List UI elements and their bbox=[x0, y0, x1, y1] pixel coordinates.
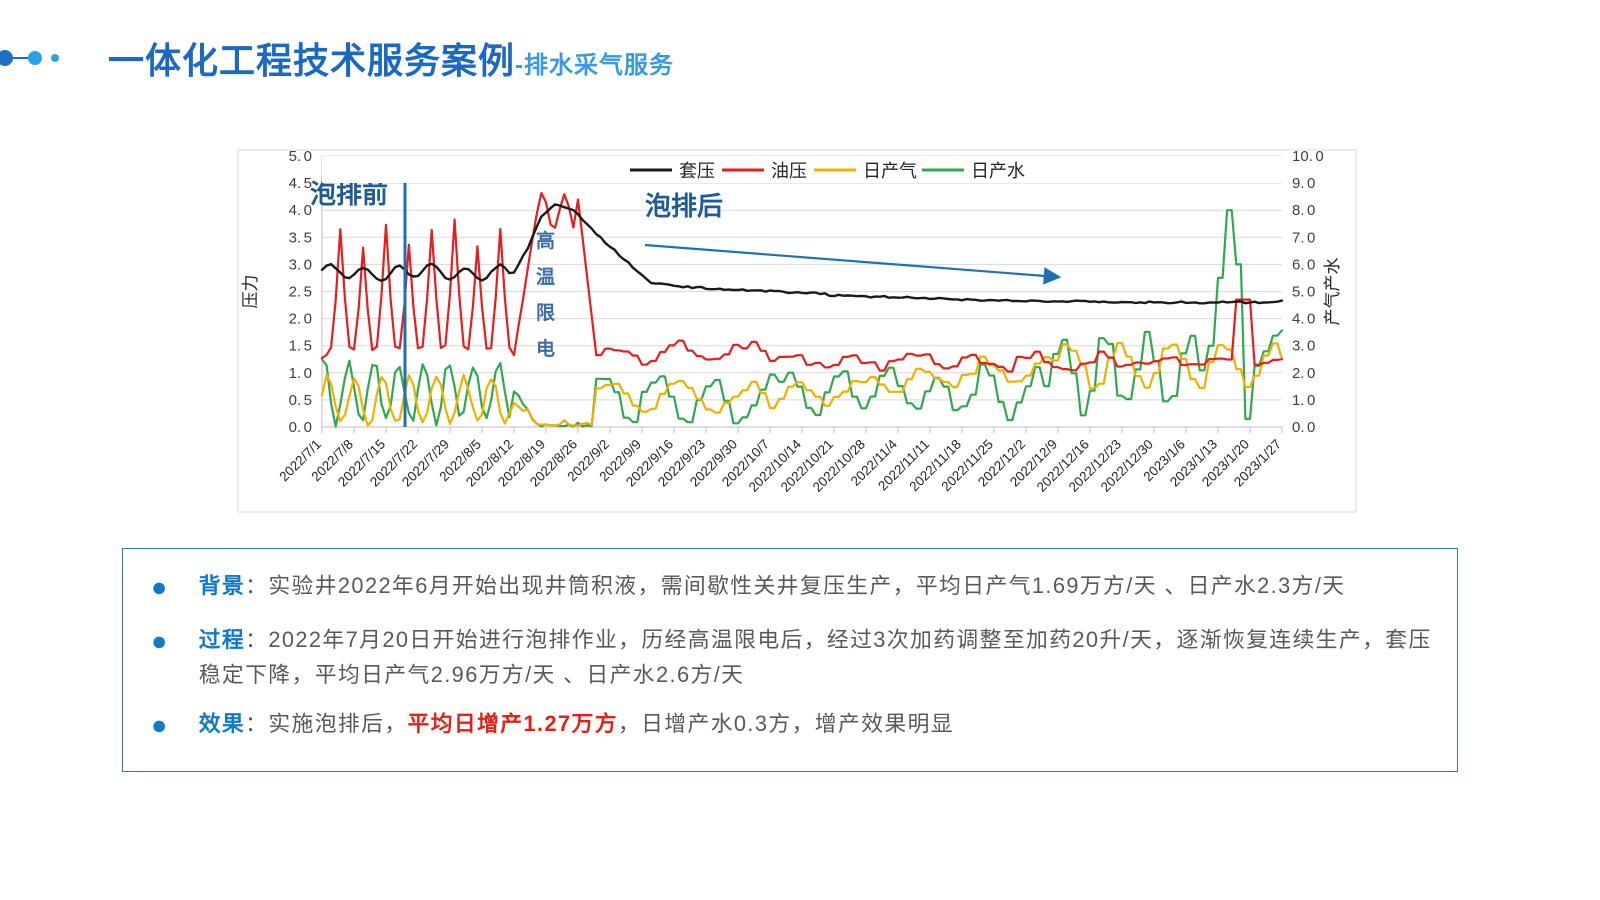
svg-text:2. 0: 2. 0 bbox=[1292, 365, 1315, 382]
svg-text:日产气: 日产气 bbox=[863, 161, 917, 181]
svg-text:压力: 压力 bbox=[241, 275, 260, 309]
svg-text:3. 5: 3. 5 bbox=[289, 229, 312, 246]
svg-text:0. 0: 0. 0 bbox=[289, 419, 312, 436]
svg-text:8. 0: 8. 0 bbox=[1292, 202, 1315, 219]
svg-text:1. 5: 1. 5 bbox=[289, 338, 312, 355]
svg-text:泡排前: 泡排前 bbox=[310, 179, 388, 209]
svg-text:泡排后: 泡排后 bbox=[645, 191, 723, 221]
svg-text:10. 0: 10. 0 bbox=[1292, 148, 1324, 165]
svg-text:2. 0: 2. 0 bbox=[289, 311, 312, 328]
svg-text:6. 0: 6. 0 bbox=[1292, 256, 1315, 273]
svg-text:日产水: 日产水 bbox=[971, 161, 1025, 181]
svg-text:7. 0: 7. 0 bbox=[1292, 229, 1315, 246]
svg-text:1. 0: 1. 0 bbox=[1292, 392, 1315, 409]
svg-text:4. 0: 4. 0 bbox=[289, 202, 312, 219]
svg-text:2. 5: 2. 5 bbox=[289, 284, 312, 301]
svg-text:3. 0: 3. 0 bbox=[1292, 338, 1315, 355]
svg-text:高: 高 bbox=[536, 229, 555, 252]
svg-text:1. 0: 1. 0 bbox=[289, 365, 312, 382]
svg-text:0. 5: 0. 5 bbox=[289, 392, 312, 409]
svg-text:油压: 油压 bbox=[771, 161, 807, 181]
svg-text:3. 0: 3. 0 bbox=[289, 256, 312, 273]
svg-text:4. 0: 4. 0 bbox=[1292, 311, 1315, 328]
svg-text:限: 限 bbox=[536, 302, 555, 324]
svg-text:9. 0: 9. 0 bbox=[1292, 175, 1315, 192]
svg-text:5. 0: 5. 0 bbox=[1292, 284, 1315, 301]
svg-text:4. 5: 4. 5 bbox=[289, 175, 312, 192]
svg-text:产气产水: 产气产水 bbox=[1323, 258, 1342, 326]
svg-text:温: 温 bbox=[536, 266, 555, 288]
svg-text:套压: 套压 bbox=[679, 161, 715, 181]
svg-text:0. 0: 0. 0 bbox=[1292, 419, 1315, 436]
svg-text:5. 0: 5. 0 bbox=[289, 148, 312, 165]
svg-text:电: 电 bbox=[536, 337, 555, 360]
